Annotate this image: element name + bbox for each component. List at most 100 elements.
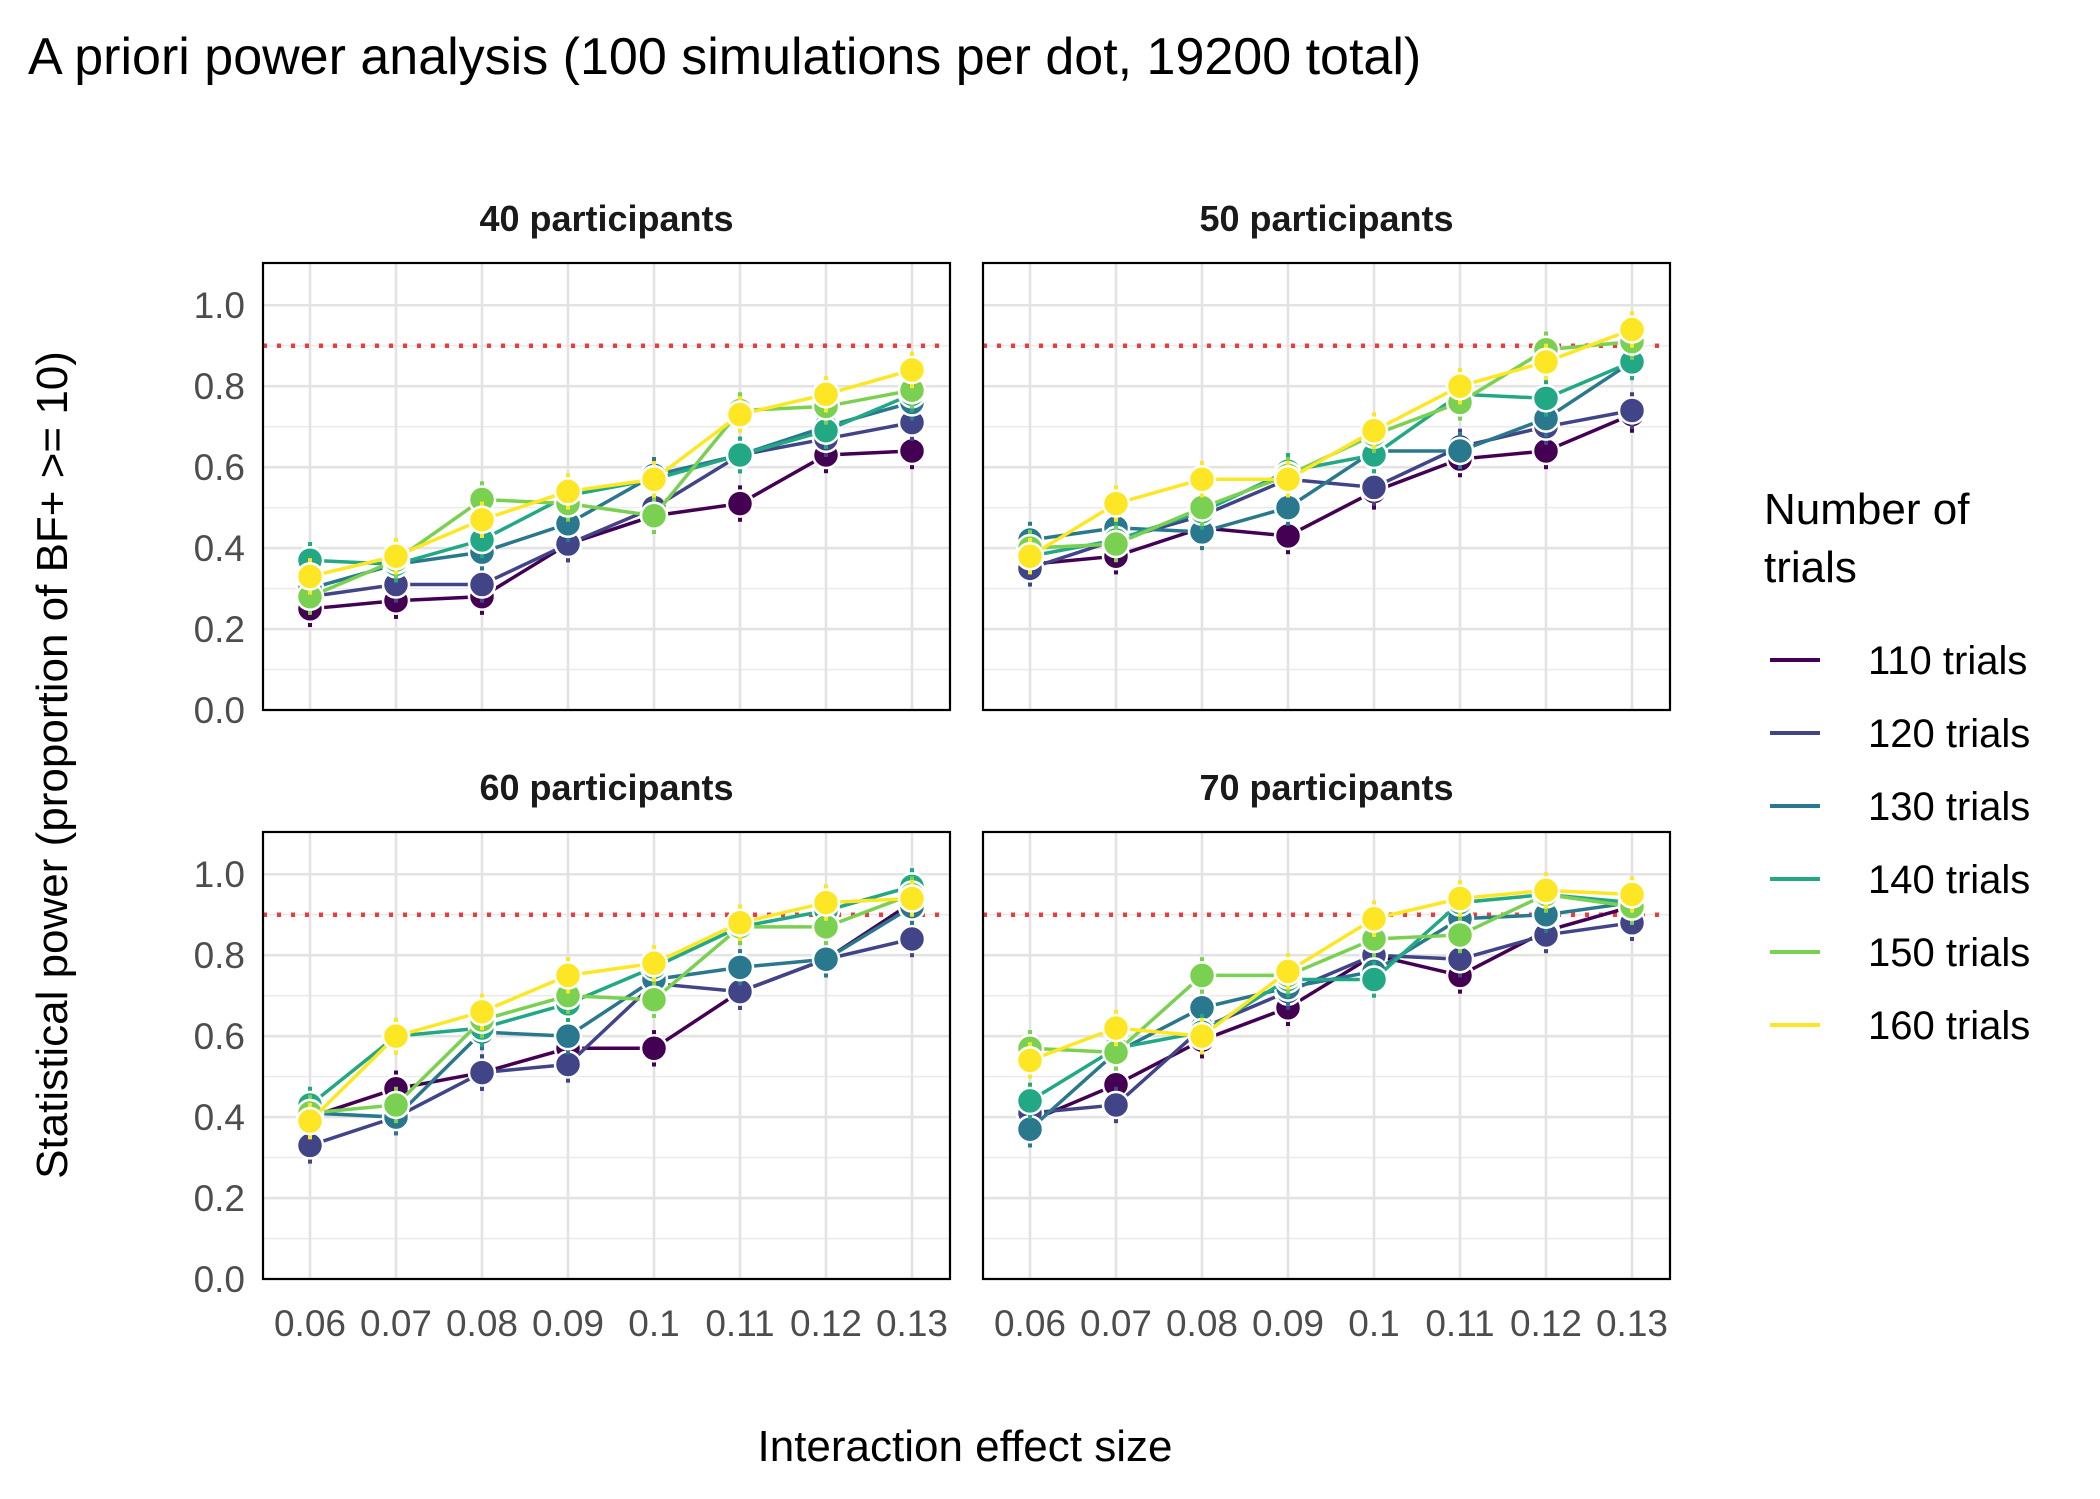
data-point — [725, 400, 755, 429]
data-point — [1101, 489, 1131, 518]
y-tick-label: 0.0 — [194, 1259, 245, 1300]
series-line — [309, 892, 913, 1115]
x-tick-label: 0.06 — [274, 1303, 346, 1344]
data-point — [639, 985, 669, 1014]
x-tick-label: 0.1 — [628, 1303, 679, 1344]
data-point — [897, 884, 927, 913]
x-tick-label: 0.08 — [446, 1303, 518, 1344]
data-point — [1101, 529, 1131, 559]
data-point — [1273, 493, 1303, 522]
data-point — [811, 944, 841, 974]
data-point — [639, 1034, 669, 1063]
y-tick-label: 0.2 — [194, 1178, 245, 1219]
x-tick-label: 0.13 — [1596, 1303, 1668, 1344]
legend-item-160-trials: 160 trials — [1770, 1004, 2030, 1048]
data-point — [1531, 876, 1561, 905]
legend-item-140-trials: 140 trials — [1770, 858, 2030, 902]
series-line — [1029, 360, 1633, 542]
series-line — [1029, 921, 1633, 1115]
legend-label: 140 trials — [1868, 858, 2030, 902]
facet-label-70-participants: 70 participants — [1199, 767, 1453, 808]
data-point — [381, 1021, 411, 1051]
panel-40-participants: 40 participants 0.0 0.2 0.4 0.6 0.8 1.0 — [194, 198, 952, 731]
y-tick-label: 0.4 — [194, 528, 245, 569]
data-point — [639, 465, 669, 494]
legend-label: 160 trials — [1868, 1004, 2030, 1048]
facet-label-40-participants: 40 participants — [479, 198, 733, 239]
legend-label: 130 trials — [1868, 785, 2030, 829]
panel-60-participants: 60 participants 0.0 0.2 0.4 0.6 0.8 1.0 0.06 0.0… — [194, 767, 952, 1344]
data-point — [1445, 436, 1475, 466]
panel-50-participants: 50 participants — [981, 198, 1672, 712]
panel-border — [981, 830, 1672, 1281]
data-point — [1531, 347, 1561, 377]
data-point — [1101, 1013, 1131, 1043]
y-tick-label: 1.0 — [194, 854, 245, 895]
data-point — [1273, 521, 1303, 551]
legend-item-150-trials: 150 trials — [1770, 931, 2030, 975]
data-point — [1101, 1090, 1131, 1120]
y-tick-label: 0.0 — [194, 690, 245, 731]
x-tick-label: 0.12 — [790, 1303, 862, 1344]
data-point — [1445, 371, 1475, 401]
y-tick-label: 0.2 — [194, 609, 245, 650]
data-point — [725, 489, 755, 518]
facet-panels: 40 participants 0.0 0.2 0.4 0.6 0.8 1.0 50 part… — [194, 198, 1672, 1344]
data-point — [295, 1106, 325, 1136]
x-tick-label: 0.11 — [705, 1303, 774, 1344]
y-axis-title: Statistical power (proportion of BF+ >= … — [28, 351, 77, 1179]
series-line — [1029, 888, 1633, 1063]
data-point — [1445, 884, 1475, 913]
data-point — [1187, 493, 1217, 522]
data-point — [1359, 904, 1389, 934]
series-line — [309, 400, 913, 591]
data-point — [1617, 315, 1647, 344]
x-tick-label: 0.11 — [1425, 1303, 1494, 1344]
data-point — [725, 440, 755, 470]
data-point — [1531, 384, 1561, 413]
series-160-trials — [1015, 872, 1647, 1079]
series-160-trials — [295, 880, 927, 1140]
legend-label: 120 trials — [1868, 712, 2030, 756]
data-point — [1015, 541, 1045, 571]
data-point — [897, 924, 927, 954]
legend-title-line-2: trials — [1764, 543, 1857, 592]
x-tick-label: 0.06 — [994, 1303, 1066, 1344]
legend-items: 110 trials 120 trials 130 trials 140 trials… — [1770, 639, 2030, 1048]
legend-title-line-1: Number of — [1764, 485, 1970, 534]
series-160-trials — [1015, 311, 1647, 575]
series-line — [309, 392, 913, 567]
data-point — [1187, 465, 1217, 494]
data-point — [1015, 1114, 1045, 1144]
data-point — [1273, 957, 1303, 986]
x-tick-label: 0.09 — [532, 1303, 604, 1344]
series-line — [1029, 327, 1633, 558]
x-tick-label: 0.07 — [360, 1303, 432, 1344]
data-point — [1617, 880, 1647, 909]
series-line — [308, 884, 913, 1107]
data-point — [1015, 1046, 1045, 1075]
data-point — [553, 477, 583, 506]
y-tick-label: 0.8 — [194, 935, 245, 976]
series-line — [309, 905, 913, 1119]
x-tick-label: 0.13 — [876, 1303, 948, 1344]
y-tick-label: 0.6 — [194, 1016, 245, 1057]
legend-item-120-trials: 120 trials — [1770, 712, 2030, 756]
data-point — [381, 541, 411, 571]
panel-border — [981, 261, 1672, 712]
series-line — [309, 368, 913, 579]
y-tick-label: 0.4 — [194, 1097, 245, 1138]
data-point — [897, 355, 927, 385]
data-point — [467, 505, 497, 535]
series-line — [309, 449, 913, 611]
legend-label: 110 trials — [1868, 639, 2027, 683]
data-point — [1273, 465, 1303, 494]
data-point — [1359, 473, 1389, 502]
data-point — [1617, 396, 1647, 425]
data-point — [553, 1050, 583, 1079]
series-line — [1029, 412, 1633, 567]
data-point — [811, 888, 841, 917]
data-point — [811, 380, 841, 409]
facet-label-60-participants: 60 participants — [479, 767, 733, 808]
chart-title: A priori power analysis (100 simulations… — [28, 28, 1421, 86]
